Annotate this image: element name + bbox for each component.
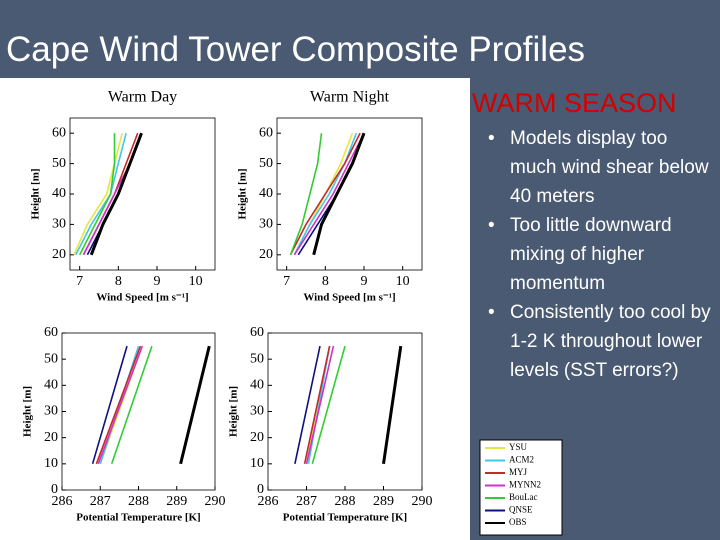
chart-panel — [0, 78, 470, 540]
x-tick-label: 288 — [128, 494, 149, 509]
y-tick-label: 30 — [259, 217, 273, 232]
bullet: Models display too much wind shear below… — [488, 124, 716, 211]
y-tick-label: 50 — [44, 351, 58, 366]
y-tick-label: 60 — [44, 325, 58, 340]
x-tick-label: 9 — [361, 274, 368, 289]
y-axis-label: Height [m] — [30, 168, 42, 219]
profile-line — [73, 133, 123, 256]
y-tick-label: 60 — [259, 125, 273, 140]
profile-line — [99, 345, 140, 465]
y-tick-label: 0 — [51, 482, 58, 497]
y-tick-label: 10 — [44, 456, 58, 471]
legend-label: YSU — [509, 442, 528, 452]
x-axis-label: Wind Speed [m s⁻¹] — [96, 292, 188, 304]
y-tick-label: 60 — [250, 325, 264, 340]
profile-line — [91, 345, 128, 465]
y-axis-label: Height [m] — [22, 386, 34, 437]
y-tick-label: 60 — [52, 125, 66, 140]
y-tick-label: 0 — [257, 482, 264, 497]
x-tick-label: 287 — [90, 494, 111, 509]
profile-line — [289, 133, 323, 256]
y-tick-label: 20 — [259, 247, 273, 262]
x-axis-label: Potential Temperature [K] — [76, 512, 200, 524]
profile-line — [97, 345, 144, 465]
profile-line — [312, 132, 366, 256]
x-axis-label: Potential Temperature [K] — [283, 512, 407, 524]
profile-line — [289, 132, 361, 256]
y-tick-label: 20 — [250, 430, 264, 445]
profile-line — [382, 345, 403, 465]
x-tick-label: 7 — [76, 274, 83, 289]
profile-line — [294, 345, 321, 464]
y-tick-label: 40 — [44, 378, 58, 393]
y-tick-label: 30 — [44, 404, 58, 419]
x-tick-label: 286 — [52, 494, 73, 509]
y-tick-label: 40 — [52, 186, 66, 201]
x-tick-label: 9 — [154, 274, 161, 289]
x-tick-label: 288 — [335, 494, 356, 509]
y-tick-label: 20 — [44, 430, 58, 445]
bullet-list: Models display too much wind shear below… — [488, 124, 716, 385]
x-tick-label: 8 — [322, 274, 329, 289]
x-tick-label: 290 — [412, 494, 433, 509]
profile-line — [293, 132, 358, 256]
heading: WARM SEASON — [472, 88, 677, 118]
x-axis-label: Wind Speed [m s⁻¹] — [303, 292, 395, 304]
profile-line — [95, 345, 142, 465]
profile-line — [179, 345, 211, 465]
y-tick-label: 50 — [52, 156, 66, 171]
y-tick-label: 50 — [259, 156, 273, 171]
profile-line — [89, 132, 143, 256]
legend-label: MYJ — [509, 467, 528, 477]
y-tick-label: 40 — [250, 378, 264, 393]
legend-label: BouLac — [509, 492, 538, 502]
y-tick-label: 50 — [250, 351, 264, 366]
legend-box — [479, 439, 563, 536]
legend-label: OBS — [509, 517, 527, 527]
y-tick-label: 30 — [250, 404, 264, 419]
legend-label: ACM2 — [509, 455, 534, 465]
y-tick-label: 20 — [52, 247, 66, 262]
legend-label: QNSE — [509, 505, 533, 515]
x-tick-label: 287 — [296, 494, 317, 509]
legend-label: MYNN2 — [509, 480, 541, 490]
y-axis-label: Height [m] — [237, 168, 249, 219]
y-axis-label: Height [m] — [228, 386, 240, 437]
profile-line — [110, 345, 153, 465]
profile-line — [303, 345, 331, 464]
chart-title: Warm Day — [108, 89, 177, 106]
bullet: Too little downward mixing of higher mom… — [488, 211, 716, 298]
chart-title: Warm Night — [310, 89, 390, 106]
x-tick-label: 290 — [205, 494, 226, 509]
x-tick-label: 289 — [373, 494, 394, 509]
profile-line — [311, 345, 346, 465]
y-tick-label: 30 — [52, 217, 66, 232]
profile-line — [305, 345, 335, 464]
slide-title: Cape Wind Tower Composite Profiles — [6, 30, 586, 69]
x-tick-label: 7 — [283, 274, 290, 289]
x-tick-label: 8 — [115, 274, 122, 289]
bullet: Consistently too cool by 1-2 K throughou… — [488, 298, 716, 385]
y-tick-label: 40 — [259, 186, 273, 201]
x-tick-label: 10 — [189, 274, 203, 289]
x-tick-label: 10 — [396, 274, 410, 289]
y-tick-label: 10 — [250, 456, 264, 471]
profile-line — [293, 132, 365, 256]
profile-line — [78, 133, 116, 256]
x-tick-label: 286 — [258, 494, 279, 509]
x-tick-label: 289 — [166, 494, 187, 509]
